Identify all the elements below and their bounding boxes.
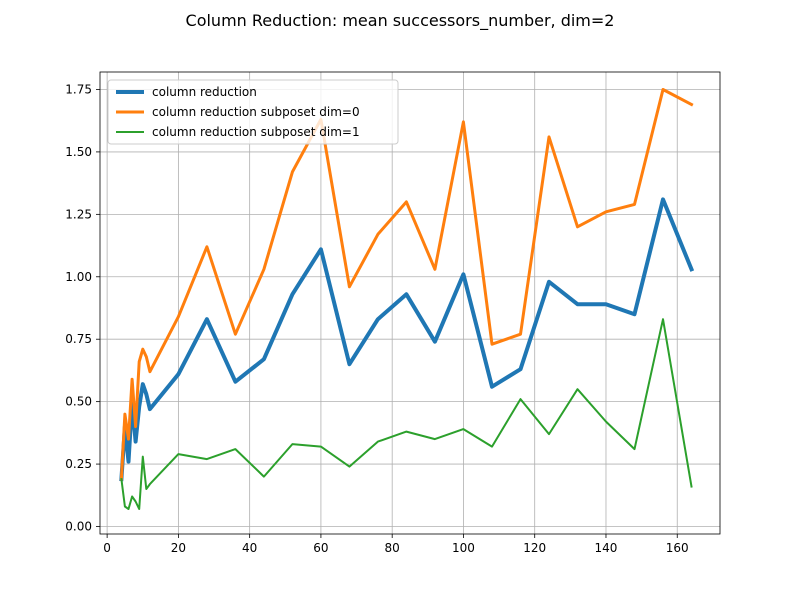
y-tick-label: 1.00: [65, 270, 92, 284]
series-layer: [119, 88, 695, 510]
x-tick-label: 160: [666, 541, 689, 555]
y-tick-label: 1.50: [65, 145, 92, 159]
x-tick-label: 80: [385, 541, 400, 555]
x-tick-label: 40: [242, 541, 257, 555]
grid: [100, 72, 720, 534]
legend: column reduction column reduction subpose…: [107, 79, 399, 145]
chart-title: Column Reduction: mean successors_number…: [186, 11, 615, 31]
y-tick-label: 1.25: [65, 207, 92, 221]
legend-box: [107, 79, 399, 145]
x-tick-label: 120: [523, 541, 546, 555]
series-line-1: [119, 88, 694, 481]
y-tick-label: 0.75: [65, 332, 92, 346]
x-tick-label: 140: [595, 541, 618, 555]
series-line-2: [120, 318, 693, 510]
series-line-0: [119, 197, 695, 482]
y-tick-label: 1.75: [65, 82, 92, 96]
legend-label-2: column reduction subposet dim=1: [152, 125, 360, 139]
x-tick-label: 20: [171, 541, 186, 555]
y-tick-label: 0.25: [65, 457, 92, 471]
x-tick-label: 0: [103, 541, 111, 555]
x-axis: 0 20 40 60 80 100 120 140 160: [103, 534, 689, 555]
y-tick-label: 0.50: [65, 395, 92, 409]
x-tick-label: 60: [313, 541, 328, 555]
y-tick-label: 0.00: [65, 520, 92, 534]
plot-frame: [99, 71, 721, 535]
legend-label-0: column reduction: [152, 85, 257, 99]
y-axis: 0.00 0.25 0.50 0.75 1.00 1.25 1.50 1.75: [65, 82, 100, 534]
legend-label-1: column reduction subposet dim=0: [152, 105, 360, 119]
x-tick-label: 100: [452, 541, 475, 555]
